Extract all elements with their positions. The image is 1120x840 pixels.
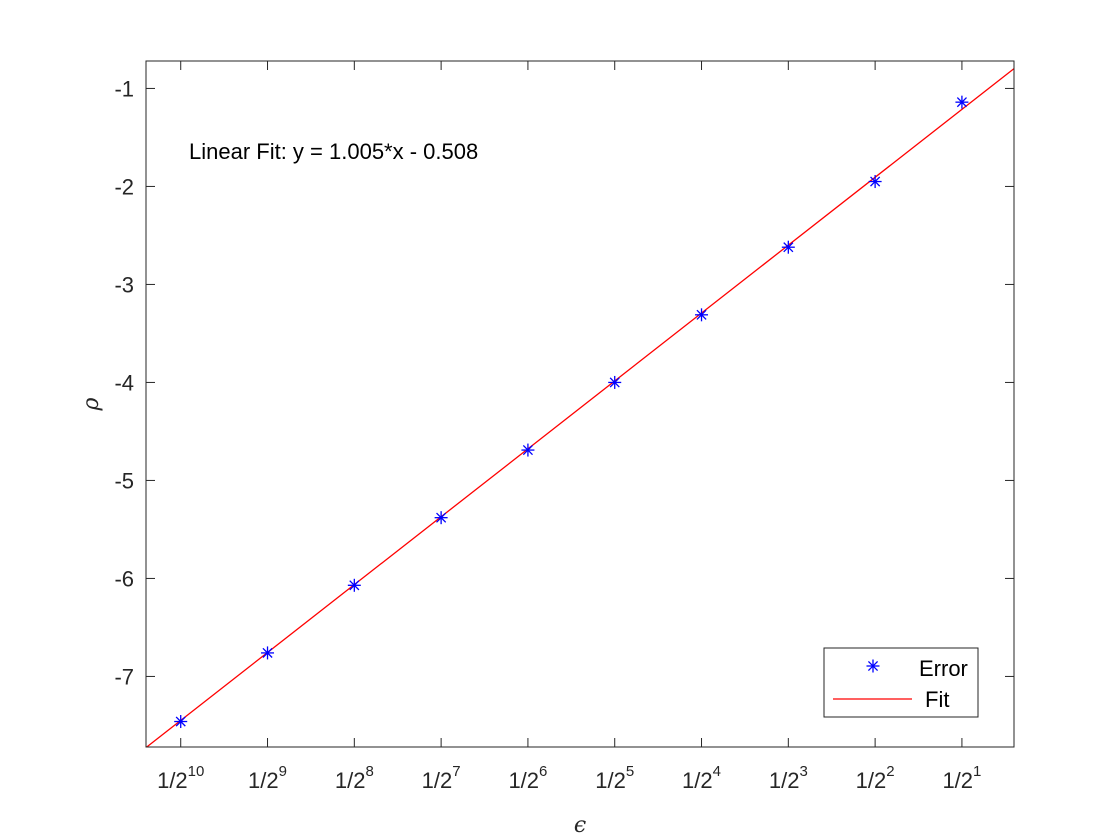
error-point: [174, 715, 188, 729]
error-point: [434, 511, 448, 525]
y-tick-label: -6: [114, 566, 134, 591]
error-point: [347, 578, 361, 592]
x-tick-label: 1/25: [595, 763, 634, 793]
x-tick-label: 1/21: [942, 763, 981, 793]
y-axis-label: ρ: [79, 397, 104, 411]
axis-ticks: 1/210 1/29 1/28 1/27 1/26 1/25 1/24 1/23 1/22 1/2…: [114, 61, 1014, 793]
legend-error-label: Error: [919, 656, 968, 681]
y-tick-label: -5: [114, 468, 134, 493]
y-tick-label: -3: [114, 272, 134, 297]
error-series: [174, 95, 969, 729]
x-tick-label: 1/22: [856, 763, 895, 793]
plot-frame: [145, 60, 1015, 748]
x-tick-label: 1/27: [422, 763, 461, 793]
error-point: [955, 95, 969, 109]
x-tick-label: 1/24: [682, 763, 721, 793]
x-tick-label: 1/29: [248, 763, 287, 793]
error-point: [521, 443, 535, 457]
error-point: [261, 646, 275, 660]
legend: Error Fit: [823, 647, 979, 718]
legend-error-marker: [866, 659, 880, 673]
y-tick-label: -7: [114, 664, 134, 689]
legend-box: [823, 647, 979, 718]
error-point: [781, 240, 795, 254]
error-point: [868, 175, 882, 189]
legend-error-star: [866, 659, 880, 673]
error-point: [608, 375, 622, 389]
error-point: [695, 308, 709, 322]
legend-fit-label: Fit: [925, 687, 949, 712]
fit-annotation: Linear Fit: y = 1.005*x - 0.508: [189, 139, 478, 164]
y-tick-label: -4: [114, 370, 134, 395]
y-tick-label: -2: [114, 174, 134, 199]
x-tick-label: 1/210: [157, 763, 204, 793]
x-axis-label: ϵ: [574, 813, 586, 838]
x-tick-label: 1/26: [508, 763, 547, 793]
y-tick-label: -1: [114, 76, 134, 101]
x-tick-label: 1/23: [769, 763, 808, 793]
x-tick-label: 1/28: [335, 763, 374, 793]
